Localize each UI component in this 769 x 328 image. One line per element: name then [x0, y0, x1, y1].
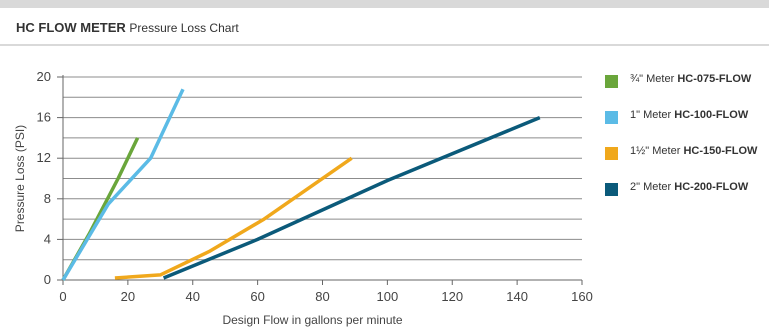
axes [57, 75, 583, 285]
x-tick-label: 100 [377, 289, 399, 304]
chart-subtitle: Pressure Loss Chart [129, 21, 239, 35]
series-line-hc-100-flow [61, 88, 185, 281]
tick-labels: 0 4 8 12 16 20 0 20 40 60 80 100 120 140 160 [37, 69, 593, 304]
grid-lines [63, 76, 582, 261]
x-tick-label: 60 [250, 289, 264, 304]
legend-label: 1½" Meter HC-150-FLOW [630, 145, 758, 157]
x-tick-label: 0 [59, 289, 66, 304]
chart-title: HC FLOW METER Pressure Loss Chart [16, 20, 239, 35]
legend-label: ¾" Meter HC-075-FLOW [630, 73, 752, 85]
y-tick-label: 0 [44, 272, 51, 287]
y-tick-label: 8 [44, 191, 51, 206]
legend-swatch [605, 75, 618, 88]
series-line-hc-150-flow [114, 156, 353, 280]
x-tick-label: 20 [121, 289, 135, 304]
series-lines [61, 88, 541, 281]
y-axis-label: Pressure Loss (PSI) [13, 125, 27, 232]
legend-swatch [605, 183, 618, 196]
x-tick-label: 120 [441, 289, 463, 304]
top-rule [0, 0, 769, 8]
x-tick-label: 40 [186, 289, 200, 304]
x-tick-label: 80 [315, 289, 329, 304]
y-tick-label: 4 [44, 231, 51, 246]
legend-swatch [605, 147, 618, 160]
x-axis-label: Design Flow in gallons per minute [222, 313, 402, 327]
legend-swatch [605, 111, 618, 124]
x-tick-label: 140 [506, 289, 528, 304]
y-tick-label: 12 [37, 150, 51, 165]
chart-header: HC FLOW METER Pressure Loss Chart [0, 14, 769, 46]
legend-label: 2" Meter HC-200-FLOW [630, 181, 749, 193]
chart-title-bold: HC FLOW METER [16, 20, 126, 35]
x-tick-label: 160 [571, 289, 593, 304]
legend-label: 1" Meter HC-100-FLOW [630, 109, 749, 121]
y-tick-label: 16 [37, 110, 51, 125]
series-line-hc-200-flow [162, 115, 541, 280]
y-tick-label: 20 [37, 69, 51, 84]
